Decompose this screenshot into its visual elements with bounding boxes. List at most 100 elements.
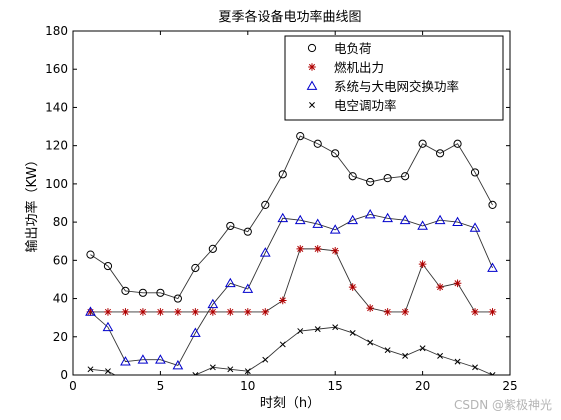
- data-point: [313, 139, 322, 148]
- data-point: [85, 306, 96, 316]
- data-point: [488, 200, 497, 210]
- y-tick-label: 20: [53, 330, 68, 344]
- data-point: [383, 174, 392, 183]
- y-tick-label: 180: [45, 24, 68, 38]
- data-point: [226, 221, 235, 231]
- x-tick-label: 10: [240, 379, 255, 393]
- data-point: [121, 286, 130, 296]
- data-point: [120, 356, 131, 366]
- legend-item: 燃机出力: [308, 60, 384, 75]
- y-tick-label: 100: [45, 177, 68, 191]
- legend-label: 系统与大电网交换功率: [334, 79, 459, 94]
- data-point: [278, 296, 287, 305]
- x-tick-label: 15: [328, 379, 343, 393]
- data-point: [437, 352, 444, 359]
- data-point: [189, 327, 201, 337]
- data-point: [296, 132, 305, 141]
- data-point: [399, 214, 411, 225]
- data-point: [224, 277, 236, 288]
- data-point: [191, 263, 200, 273]
- data-point: [209, 364, 216, 371]
- data-point: [259, 247, 271, 257]
- data-point: [243, 227, 252, 236]
- y-tick-label: 80: [53, 215, 68, 229]
- data-point: [364, 208, 376, 219]
- data-point: [173, 294, 182, 303]
- data-point: [436, 283, 444, 291]
- data-point: [349, 330, 356, 336]
- data-point: [172, 359, 184, 370]
- data-point: [331, 149, 340, 158]
- data-point: [262, 356, 269, 363]
- legend-item: 电负荷: [307, 41, 372, 56]
- data-point: [435, 149, 445, 158]
- data-point: [279, 341, 286, 348]
- y-tick-label: 120: [45, 139, 68, 153]
- data-point: [454, 358, 461, 365]
- data-point: [121, 308, 130, 316]
- data-point: [453, 279, 462, 288]
- data-point: [138, 288, 148, 297]
- data-point: [156, 308, 165, 316]
- x-axis: 0 5 10 15 20 25: [69, 31, 518, 393]
- data-point: [367, 339, 374, 346]
- y-axis-label: 输出功率（KW）: [24, 154, 40, 253]
- y-tick-label: 160: [45, 62, 68, 76]
- data-point: [312, 218, 324, 228]
- data-point: [208, 244, 217, 253]
- data-point: [174, 308, 182, 316]
- data-point: [294, 214, 306, 225]
- data-point: [105, 368, 111, 375]
- legend-label: 电负荷: [334, 41, 372, 56]
- series-0: [86, 132, 497, 303]
- data-point: [348, 172, 357, 181]
- data-point: [242, 283, 254, 293]
- data-point: [104, 308, 112, 316]
- data-point: [103, 261, 113, 271]
- y-axis: 0 20 40 60 80 100 120 140 160 180: [45, 24, 510, 382]
- data-point: [331, 246, 339, 255]
- watermark: CSDN @紫极神光: [454, 398, 552, 412]
- data-point: [86, 250, 95, 259]
- data-point: [366, 304, 374, 312]
- data-point: [191, 308, 200, 316]
- x-tick-label: 20: [415, 379, 430, 393]
- data-point: [487, 262, 498, 272]
- data-point: [137, 354, 149, 364]
- data-point: [226, 308, 235, 316]
- legend-marker: [308, 63, 316, 71]
- data-point: [156, 288, 165, 297]
- x-axis-label: 时刻（h）: [260, 396, 320, 411]
- data-point: [278, 170, 287, 179]
- y-tick-label: 40: [53, 292, 68, 306]
- data-point: [418, 139, 427, 148]
- legend-item: 电空调功率: [309, 98, 397, 113]
- legend-box: [284, 35, 504, 121]
- legend-item: 系统与大电网交换功率: [306, 79, 459, 94]
- data-point: [348, 283, 357, 291]
- data-point: [382, 212, 394, 223]
- data-point: [453, 139, 462, 148]
- data-point: [244, 308, 252, 316]
- chart-title: 夏季各设备电功率曲线图: [218, 9, 361, 25]
- series-line: [90, 326, 493, 375]
- data-point: [401, 308, 409, 316]
- data-point: [366, 177, 375, 187]
- series-layer: [85, 132, 498, 375]
- data-point: [470, 168, 480, 177]
- data-point: [297, 328, 304, 334]
- data-point: [313, 245, 322, 253]
- legend-marker: [306, 80, 318, 90]
- data-point: [488, 308, 497, 316]
- data-point: [383, 308, 392, 316]
- x-tick-label: 0: [69, 379, 77, 393]
- data-point: [489, 372, 496, 375]
- series-2: [85, 208, 498, 370]
- data-point: [471, 308, 479, 316]
- data-point: [419, 345, 426, 352]
- data-point: [329, 224, 341, 234]
- legend-marker: [307, 43, 317, 53]
- data-point: [402, 352, 409, 359]
- data-point: [469, 222, 481, 232]
